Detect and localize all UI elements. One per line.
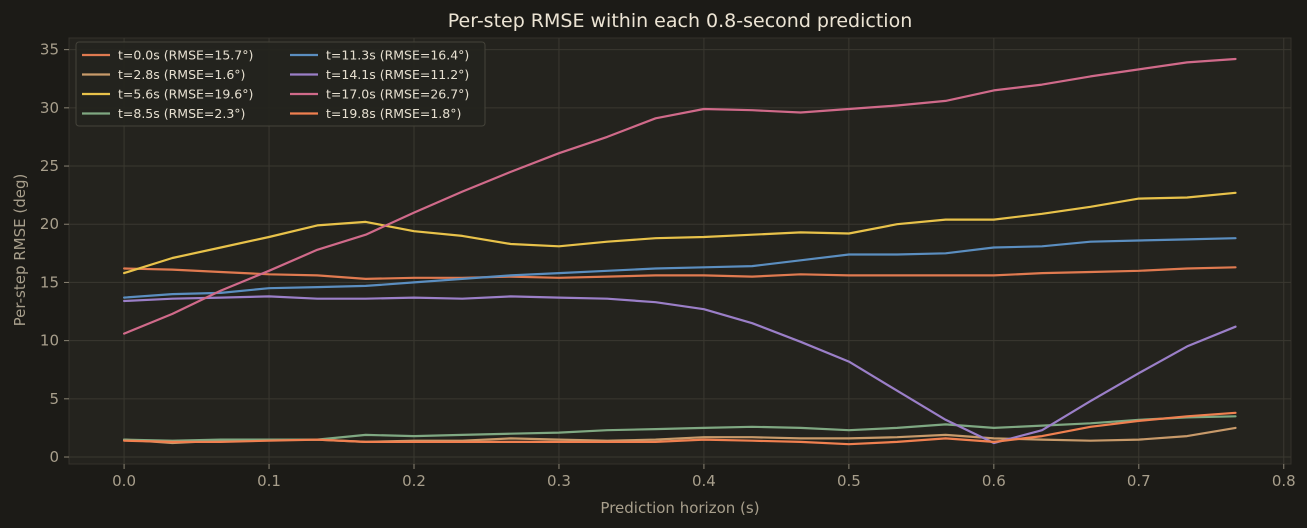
series-line [122, 295, 1237, 445]
x-tick-label: 0.5 [837, 472, 861, 490]
x-tick-label: 0.2 [402, 472, 426, 490]
x-tick-label: 0.8 [1272, 472, 1296, 490]
series-line [122, 266, 1237, 280]
series-line [122, 57, 1237, 335]
y-axis-ticks: 0 5 10 15 20 25 30 35 [40, 41, 69, 466]
y-tick-label: 0 [49, 448, 59, 466]
y-tick-label: 5 [49, 390, 59, 408]
y-tick-label: 10 [40, 332, 59, 350]
x-tick-label: 0.6 [982, 472, 1006, 490]
legend: t=0.0s (RMSE=15.7°) t=2.8s (RMSE=1.6°) t=5… [75, 41, 486, 127]
legend-label: t=14.1s (RMSE=11.2°) [326, 67, 469, 82]
series-line [122, 191, 1237, 275]
legend-label: t=8.5s (RMSE=2.3°) [118, 106, 245, 121]
y-tick-label: 35 [40, 41, 59, 59]
y-tick-label: 15 [40, 273, 59, 291]
y-tick-label: 25 [40, 157, 59, 175]
legend-label: t=17.0s (RMSE=26.7°) [326, 87, 469, 102]
y-tick-label: 20 [40, 215, 59, 233]
series-line [122, 411, 1237, 446]
legend-label: t=2.8s (RMSE=1.6°) [118, 67, 245, 82]
x-axis-ticks: 0.0 0.1 0.2 0.3 0.4 0.5 0.6 0.7 0.8 [112, 464, 1296, 490]
x-tick-label: 0.1 [257, 472, 281, 490]
legend-box [75, 41, 486, 127]
legend-label: t=0.0s (RMSE=15.7°) [118, 48, 253, 63]
series-lines [122, 57, 1237, 446]
x-axis-label: Prediction horizon (s) [600, 499, 759, 517]
x-tick-label: 0.4 [692, 472, 716, 490]
legend-label: t=11.3s (RMSE=16.4°) [326, 48, 469, 63]
series-line [122, 237, 1237, 299]
x-tick-label: 0.0 [112, 472, 136, 490]
legend-label: t=5.6s (RMSE=19.6°) [118, 87, 253, 102]
y-tick-label: 30 [40, 99, 59, 117]
y-axis-label: Per-step RMSE (deg) [11, 174, 29, 327]
x-tick-label: 0.3 [547, 472, 571, 490]
legend-label: t=19.8s (RMSE=1.8°) [326, 106, 461, 121]
x-tick-label: 0.7 [1127, 472, 1151, 490]
chart-title: Per-step RMSE within each 0.8-second pre… [448, 10, 913, 32]
